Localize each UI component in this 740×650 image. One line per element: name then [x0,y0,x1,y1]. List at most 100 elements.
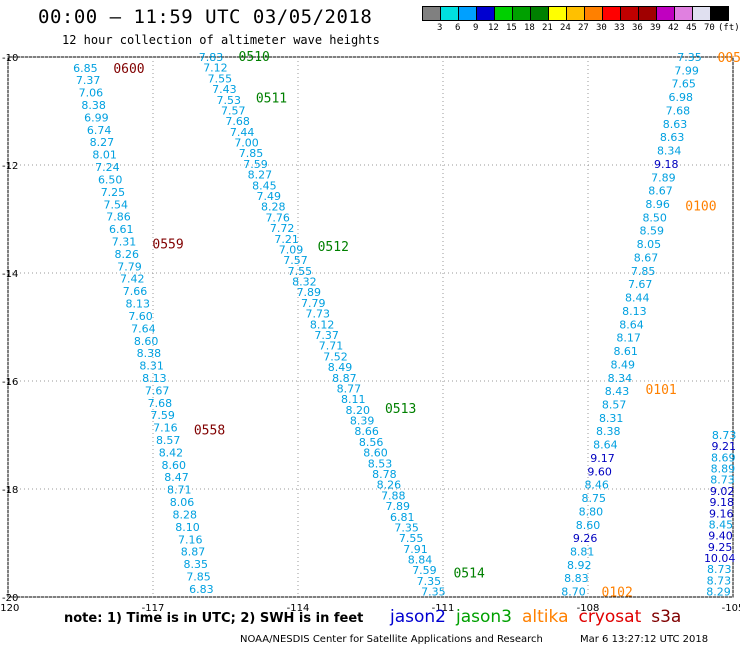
swh-value-label: 8.87 [181,546,206,559]
y-tick-label: -10 [2,53,18,64]
swh-value-label: 7.55 [208,72,233,85]
y-tick-label: -14 [2,269,18,280]
swh-value-label: 8.61 [613,345,638,358]
swh-value-label: 7.71 [319,340,344,353]
colorbar-label: 45 [686,23,697,33]
swh-value-label: 8.63 [660,131,685,144]
x-tick-label: -120 [0,603,19,614]
swh-value-label: 9.16 [709,507,734,520]
swh-value-label: 8.31 [599,412,624,425]
swh-value-label: 7.24 [95,161,120,174]
swh-value-label: 7.65 [671,78,696,91]
swh-value-label: 8.75 [582,492,607,505]
swh-value-label: 7.37 [76,74,101,87]
plot-frame [7,56,734,598]
y-tick-label: -16 [2,377,18,388]
swh-value-label: 8.78 [372,468,397,481]
swh-value-label: 8.38 [137,347,162,360]
swh-value-label: 7.43 [212,83,237,96]
swh-value-label: 8.84 [408,554,433,567]
swh-value-label: 7.76 [265,211,290,224]
swh-value-label: 7.42 [120,273,145,286]
swh-value-label: 7.73 [305,308,330,321]
satellite-legend: jason2 jason3 altika cryosat s3a [390,607,691,627]
swh-value-label: 8.63 [663,118,688,131]
colorbar-label: 70 [704,23,715,33]
swh-value-label: 6.98 [669,91,694,104]
y-tick-label: -12 [2,161,18,172]
swh-value-label: 7.85 [239,147,264,160]
swh-value-label: 8.83 [564,572,589,585]
swh-value-label: 8.89 [711,463,736,476]
swh-value-label: 8.67 [634,251,659,264]
swh-value-label: 8.44 [625,292,650,305]
swh-value-label: 6.50 [98,173,123,186]
colorbar-swatch [710,6,729,21]
time-label: 0511 [256,92,287,107]
swh-value-label: 8.38 [81,99,106,112]
swh-value-label: 9.17 [590,452,615,465]
x-tick-label: -105 [722,603,740,614]
satellite-legend-altika: altika [522,607,569,627]
chart-title: 00:00 – 11:59 UTC 03/05/2018 [38,6,373,28]
swh-value-label: 8.59 [640,225,665,238]
time-label: 0059 [718,51,740,66]
colorbar-label: 6 [455,23,461,33]
time-label: 0102 [602,586,633,601]
time-label: 0101 [645,383,676,398]
swh-value-label: 8.53 [368,457,393,470]
swh-value-label: 8.34 [657,145,682,158]
swh-value-label: 8.77 [337,382,362,395]
swh-value-label: 8.56 [359,436,384,449]
swh-value-label: 8.27 [90,136,115,149]
swh-value-label: 7.64 [131,322,156,335]
swh-value-label: 7.53 [217,94,242,107]
colorbar-label: 33 [614,23,625,33]
swh-value-label: 7.21 [274,233,299,246]
swh-value-label: 7.68 [666,104,691,117]
swh-value-label: 7.89 [386,500,411,513]
swh-value-label: 7.89 [651,171,676,184]
note-text: note: 1) Time is in UTC; 2) SWH is in fe… [64,611,364,626]
swh-value-label: 8.34 [608,372,633,385]
swh-value-label: 8.60 [134,335,159,348]
colorbar-label: 42 [668,23,679,33]
swh-value-label: 8.67 [648,185,673,198]
swh-value-label: 7.88 [381,489,406,502]
time-label: 0514 [453,567,484,582]
swh-value-label: 8.28 [173,508,198,521]
x-tick-label: -114 [287,603,310,614]
swh-value-label: 7.25 [101,186,126,199]
swh-value-label: 7.55 [288,265,313,278]
colorbar-label: 30 [596,23,607,33]
swh-value-label: 7.99 [674,64,699,77]
colorbar-label: 24 [560,23,571,33]
swh-value-label: 7.09 [279,243,304,256]
swh-value-label: 7.57 [283,254,308,267]
swh-value-label: 7.37 [314,329,339,342]
swh-value-label: 7.67 [145,384,170,397]
swh-value-label: 8.81 [570,546,595,559]
footer-timestamp: Mar 6 13:27:12 UTC 2018 [580,634,709,645]
swh-value-label: 8.13 [142,372,167,385]
swh-value-label: 8.26 [377,479,402,492]
swh-value-label: 8.13 [126,298,151,311]
colorbar-label: 36 [632,23,643,33]
colorbar-label: 27 [578,23,589,33]
swh-value-label: 8.64 [593,439,618,452]
swh-value-label: 8.12 [310,318,335,331]
time-label: 0510 [239,50,270,65]
swh-value-label: 8.47 [164,471,189,484]
swh-value-label: 7.35 [677,51,702,64]
time-label: 0100 [685,200,716,215]
swh-value-label: 7.89 [297,286,322,299]
swh-value-label: 8.96 [645,198,670,211]
swh-value-label: 7.79 [117,260,142,273]
swh-value-label: 7.85 [631,265,656,278]
colorbar-label: 15 [506,23,517,33]
swh-value-label: 9.02 [710,485,735,498]
swh-value-label: 8.01 [92,149,117,162]
swh-value-label: 8.80 [579,505,604,518]
swh-value-label: 7.60 [128,310,153,323]
swh-value-label: 8.60 [576,519,601,532]
